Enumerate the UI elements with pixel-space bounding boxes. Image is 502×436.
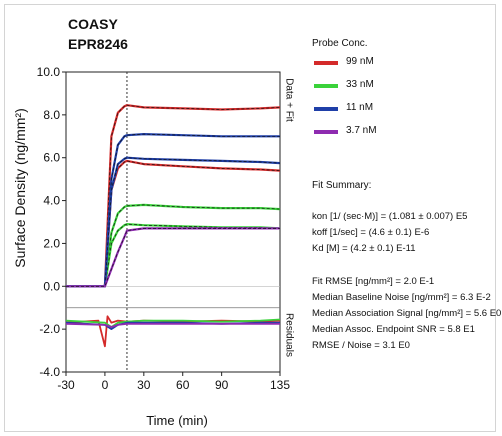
chart-title: COASY bbox=[68, 16, 118, 32]
fit-rmse: Fit RMSE [ng/mm²] = 2.0 E-1 bbox=[312, 276, 435, 287]
fit-line bbox=[66, 157, 281, 287]
y-tick-label: 0.0 bbox=[43, 279, 60, 293]
series-line bbox=[66, 104, 281, 288]
y-tick-label: 6.0 bbox=[43, 151, 60, 165]
y-tick-label: 2.0 bbox=[43, 236, 60, 250]
legend-label-11nm: 11 nM bbox=[346, 102, 374, 113]
legend-label-99nm: 99 nM bbox=[346, 56, 374, 67]
fit-koff: koff [1/sec] = (4.6 ± 0.1) E-6 bbox=[312, 227, 430, 238]
y-tick-label: 10.0 bbox=[37, 65, 61, 79]
legend-label-3-7nm: 3.7 nM bbox=[346, 125, 377, 136]
fit-kon: kon [1/ (sec·M)] = (1.081 ± 0.007) E5 bbox=[312, 211, 468, 222]
y-tick-label: 4.0 bbox=[43, 194, 60, 208]
fit-endpoint-snr: Median Assoc. Endpoint SNR = 5.8 E1 bbox=[312, 324, 475, 335]
fit-line bbox=[66, 228, 280, 287]
fit-line bbox=[66, 204, 281, 287]
chart-subtitle: EPR8246 bbox=[68, 36, 128, 52]
series-line bbox=[66, 133, 280, 288]
series-line bbox=[66, 227, 280, 288]
legend-item-99nm: 99 nM bbox=[312, 56, 462, 70]
figure-frame bbox=[4, 4, 496, 432]
x-axis-label: Time (min) bbox=[146, 413, 208, 428]
legend-swatch-33nm bbox=[314, 84, 338, 88]
y-tick-label: -2.0 bbox=[39, 322, 60, 336]
legend-label-33nm: 33 nM bbox=[346, 79, 374, 90]
fit-line bbox=[66, 133, 280, 287]
residual-line bbox=[65, 322, 280, 328]
fit-baseline-noise: Median Baseline Noise [ng/mm²] = 6.3 E-2 bbox=[312, 292, 491, 303]
x-tick-label: 135 bbox=[270, 378, 290, 392]
legend-title: Probe Conc. bbox=[312, 38, 368, 49]
legend-swatch-3-7nm bbox=[314, 130, 338, 134]
fit-summary-title: Fit Summary: bbox=[312, 180, 372, 191]
legend-item-11nm: 11 nM bbox=[312, 102, 462, 116]
series-line bbox=[66, 223, 281, 288]
legend-swatch-11nm bbox=[314, 107, 338, 111]
legend-swatch-99nm bbox=[314, 61, 338, 65]
fit-kd: Kd [M] = (4.2 ± 0.1) E-11 bbox=[312, 243, 416, 254]
fit-line bbox=[66, 223, 281, 287]
residual-line bbox=[65, 318, 281, 328]
fit-association-signal: Median Association Signal [ng/mm²] = 5.6… bbox=[312, 308, 502, 319]
fit-rmse-noise: RMSE / Noise = 3.1 E0 bbox=[312, 340, 410, 351]
y-axis-label: Surface Density (ng/mm²) bbox=[12, 108, 28, 268]
x-tick-label: 0 bbox=[102, 378, 109, 392]
y-tick-label: 8.0 bbox=[43, 108, 60, 122]
x-tick-label: -30 bbox=[57, 378, 75, 392]
x-tick-label: 30 bbox=[137, 378, 151, 392]
series-line bbox=[66, 156, 281, 288]
fit-line bbox=[66, 104, 281, 287]
legend-item-33nm: 33 nM bbox=[312, 79, 462, 93]
legend-item-3-7nm: 3.7 nM bbox=[312, 125, 462, 139]
x-tick-label: 90 bbox=[215, 378, 229, 392]
residuals-panel-label: Residuals bbox=[283, 313, 295, 357]
data-fit-panel-label: Data + Fit bbox=[283, 78, 295, 122]
series-line bbox=[66, 203, 281, 288]
fit-line bbox=[66, 160, 281, 287]
y-tick-label: -4.0 bbox=[39, 365, 60, 379]
plot-area-border bbox=[65, 71, 281, 373]
x-tick-label: 60 bbox=[176, 378, 190, 392]
series-line bbox=[66, 159, 281, 288]
